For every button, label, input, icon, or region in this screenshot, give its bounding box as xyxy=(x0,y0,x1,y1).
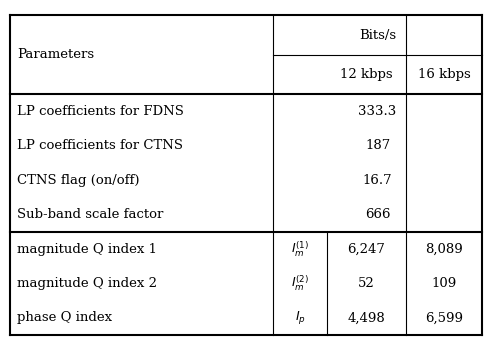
Text: 6,599: 6,599 xyxy=(425,312,463,325)
Text: Parameters: Parameters xyxy=(17,48,94,61)
Text: 52: 52 xyxy=(358,277,375,290)
Text: Bits/s: Bits/s xyxy=(359,28,396,42)
Text: 666: 666 xyxy=(365,208,390,221)
Text: 187: 187 xyxy=(365,139,390,152)
Text: Sub-band scale factor: Sub-band scale factor xyxy=(17,208,164,221)
Text: phase Q index: phase Q index xyxy=(17,312,112,325)
Text: magnitude Q index 2: magnitude Q index 2 xyxy=(17,277,157,290)
Text: 4,498: 4,498 xyxy=(348,312,385,325)
Text: $I_p$: $I_p$ xyxy=(295,310,306,326)
Text: 8,089: 8,089 xyxy=(425,242,463,255)
Text: 109: 109 xyxy=(431,277,457,290)
Text: 16 kbps: 16 kbps xyxy=(418,68,470,81)
Text: LP coefficients for CTNS: LP coefficients for CTNS xyxy=(17,139,183,152)
Text: 6,247: 6,247 xyxy=(348,242,385,255)
Text: LP coefficients for FDNS: LP coefficients for FDNS xyxy=(17,105,184,118)
Text: 333.3: 333.3 xyxy=(359,105,397,118)
Text: 12 kbps: 12 kbps xyxy=(340,68,393,81)
Text: 16.7: 16.7 xyxy=(363,174,393,187)
Text: CTNS flag (on/off): CTNS flag (on/off) xyxy=(17,174,140,187)
Text: $I_m^{(2)}$: $I_m^{(2)}$ xyxy=(291,274,309,293)
Text: magnitude Q index 1: magnitude Q index 1 xyxy=(17,242,157,255)
Text: $I_m^{(1)}$: $I_m^{(1)}$ xyxy=(291,239,309,259)
